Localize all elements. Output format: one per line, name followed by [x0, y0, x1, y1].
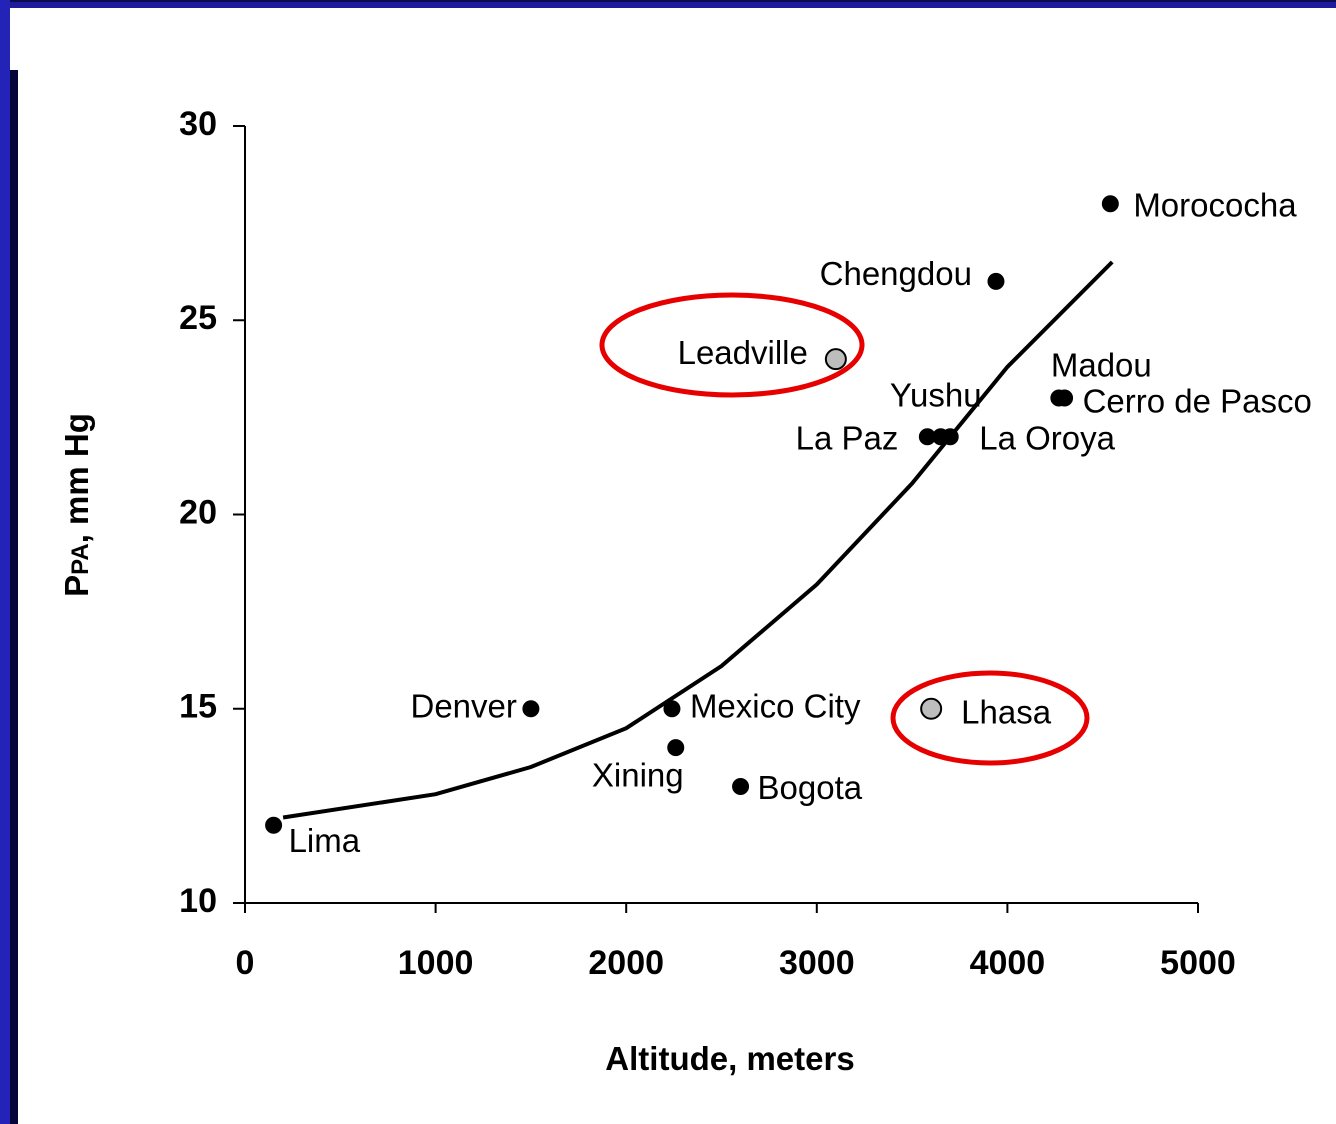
point-label: Madou — [1051, 347, 1152, 384]
highlight-ellipse — [890, 670, 1090, 766]
frame-top-dark — [0, 0, 1336, 2]
point-label: Cerro de Pasco — [1083, 383, 1312, 420]
x-tick-label: 4000 — [970, 944, 1046, 982]
data-point — [824, 348, 847, 371]
point-label: Lhasa — [961, 693, 1052, 730]
data-point — [667, 739, 685, 757]
point-label: Leadville — [678, 334, 808, 371]
highlight-ellipse — [599, 292, 865, 398]
y-axis-title-sub: PA — [67, 543, 94, 575]
data-point — [522, 700, 540, 718]
y-tick-label: 30 — [179, 105, 217, 143]
y-axis-title-rest: , mm Hg — [58, 413, 95, 543]
y-tick-label: 20 — [179, 493, 217, 531]
data-point — [987, 272, 1005, 290]
y-tick-label: 25 — [179, 299, 217, 337]
x-tick-label: 2000 — [588, 944, 664, 982]
point-label: Mexico City — [690, 687, 861, 724]
point-label: La Oroya — [979, 420, 1115, 457]
point-label: Morococha — [1133, 186, 1297, 223]
point-label: Chengdou — [820, 255, 972, 292]
point-label: Xining — [592, 756, 684, 793]
frame-left — [0, 0, 10, 1124]
point-label: Yushu — [890, 377, 982, 414]
data-point — [1101, 195, 1119, 213]
y-axis-title-main: P — [58, 575, 95, 597]
point-label: Lima — [289, 822, 361, 859]
x-axis-title: Altitude, meters — [605, 1040, 854, 1077]
data-point — [1056, 389, 1074, 407]
frame-top — [0, 0, 1336, 8]
x-tick-label: 1000 — [398, 944, 474, 982]
point-label: La Paz — [796, 420, 899, 457]
y-axis-title: PPA, mm Hg — [58, 413, 95, 597]
frame-left-dark — [10, 70, 18, 1124]
x-tick-label: 3000 — [779, 944, 855, 982]
fit-curve — [282, 260, 1114, 820]
x-tick-label: 5000 — [1160, 944, 1236, 982]
x-tick-label: 0 — [236, 944, 255, 982]
data-point — [732, 777, 750, 795]
data-point — [941, 428, 959, 446]
point-label: Bogota — [758, 769, 863, 806]
data-point — [920, 697, 943, 720]
y-tick-label: 15 — [179, 688, 217, 726]
data-point — [663, 700, 681, 718]
plot: Altitude, meters PPA, mm Hg — [58, 292, 1090, 1077]
data-point — [265, 816, 283, 834]
point-label: Denver — [411, 687, 517, 724]
y-tick-label: 10 — [179, 882, 217, 920]
